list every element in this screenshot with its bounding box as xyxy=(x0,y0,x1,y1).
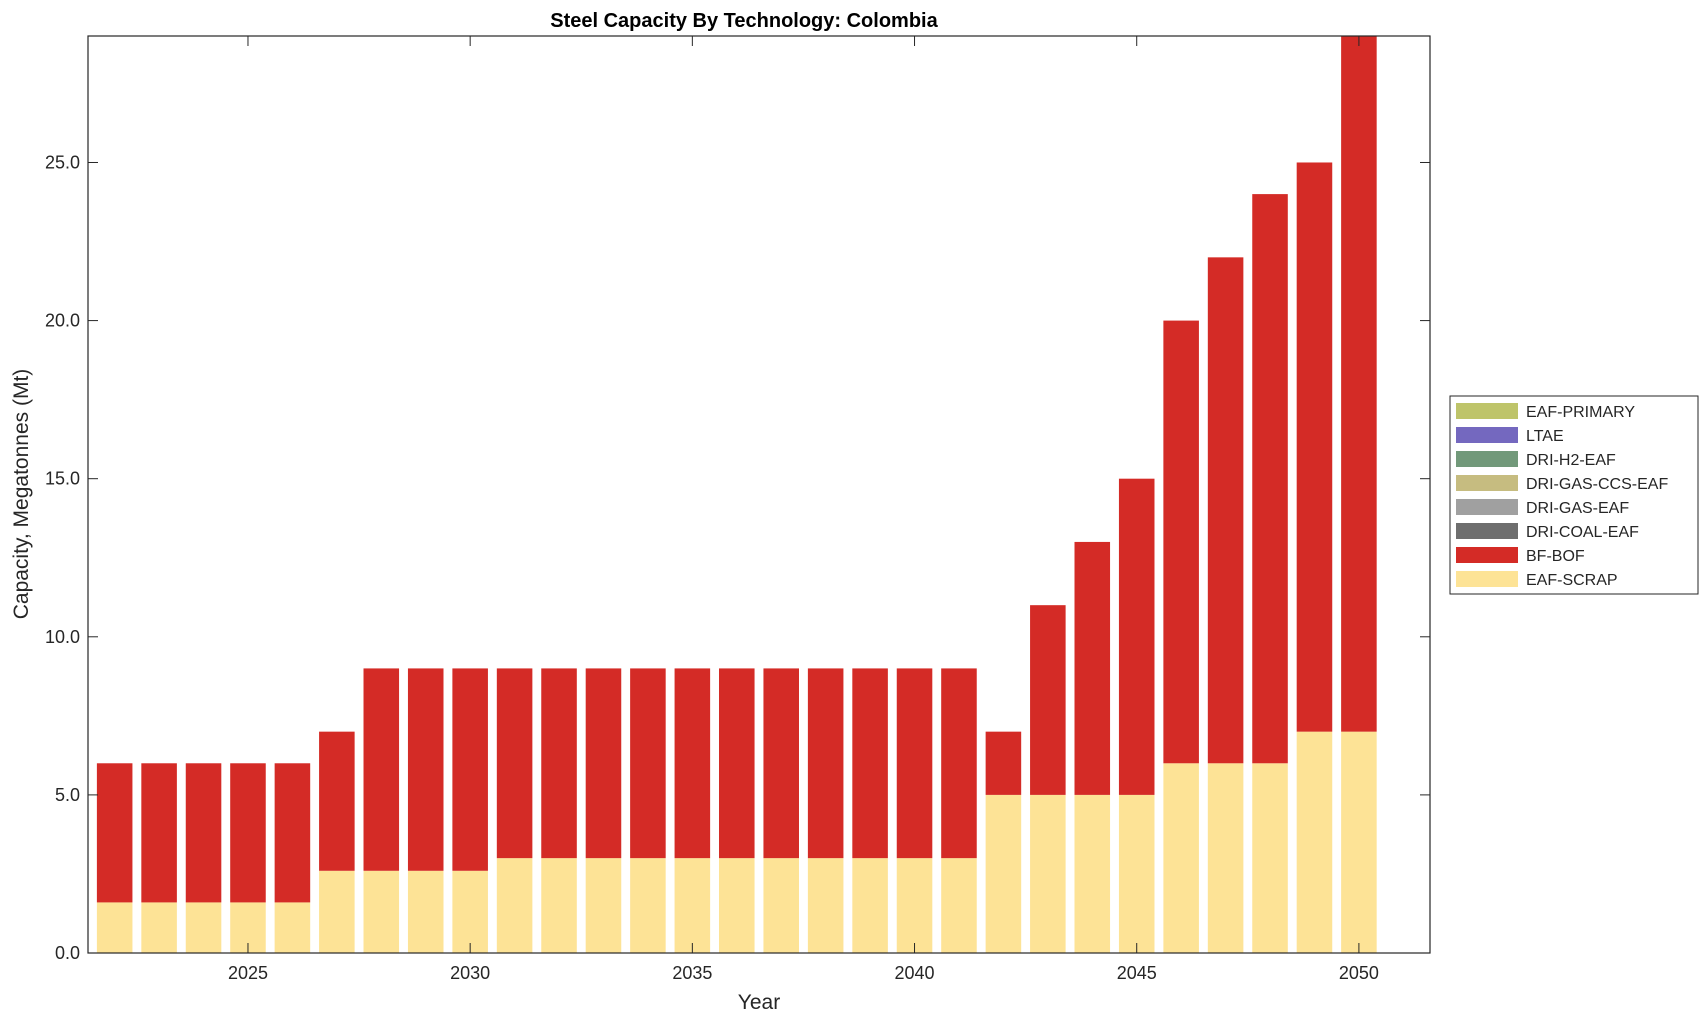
y-tick-label-25: 25.0 xyxy=(45,152,80,172)
y-tick-label-5: 5.0 xyxy=(55,785,80,805)
bar-eaf-scrap-2046 xyxy=(1163,763,1199,953)
legend-label-eaf-primary: EAF-PRIMARY xyxy=(1526,404,1635,421)
bar-bf-bof-2037 xyxy=(763,668,799,859)
bar-eaf-scrap-2045 xyxy=(1118,794,1155,953)
y-tick-label-0: 0.0 xyxy=(55,943,80,963)
legend: EAF-PRIMARY LTAE DRI-H2-EAF DRI-GAS-CCS-EAF… xyxy=(1449,395,1699,595)
legend-swatch-dri-gas-ccs-eaf xyxy=(1456,475,1518,491)
bar-eaf-scrap-2027 xyxy=(319,870,355,953)
legend-swatch-eaf-primary xyxy=(1456,403,1518,419)
bar-bf-bof-2049 xyxy=(1296,162,1333,732)
bar-bf-bof-2031 xyxy=(496,668,533,859)
bars-layer xyxy=(96,36,1377,953)
x-axis-label: Year xyxy=(738,991,780,1014)
bar-eaf-scrap-2023 xyxy=(141,902,177,953)
legend-swatch-ltae xyxy=(1456,427,1518,443)
bar-eaf-scrap-2034 xyxy=(630,858,666,953)
bar-bf-bof-2039 xyxy=(852,668,888,859)
bar-bf-bof-2040 xyxy=(896,668,933,859)
legend-swatch-dri-gas-eaf xyxy=(1456,499,1518,515)
y-tick-label-15: 15.0 xyxy=(45,469,80,489)
x-tick-label-2030: 2030 xyxy=(450,963,490,983)
bar-bf-bof-2048 xyxy=(1252,194,1288,764)
legend-swatch-dri-coal-eaf xyxy=(1456,523,1518,539)
legend-label-ltae: LTAE xyxy=(1526,428,1564,445)
bar-eaf-scrap-2024 xyxy=(185,902,222,953)
bar-bf-bof-2024 xyxy=(185,763,222,903)
bar-bf-bof-2043 xyxy=(1030,605,1066,795)
legend-label-dri-coal-eaf: DRI-COAL-EAF xyxy=(1526,524,1639,541)
bar-eaf-scrap-2032 xyxy=(541,858,577,953)
legend-label-dri-gas-eaf: DRI-GAS-EAF xyxy=(1526,500,1629,517)
x-tick-label-2035: 2035 xyxy=(672,963,712,983)
bar-bf-bof-2047 xyxy=(1207,257,1244,764)
bar-eaf-scrap-2048 xyxy=(1252,763,1288,953)
bar-bf-bof-2035 xyxy=(674,668,711,859)
bar-bf-bof-2034 xyxy=(630,668,666,859)
x-tick-label-2045: 2045 xyxy=(1117,963,1157,983)
y-tick-label-10: 10.0 xyxy=(45,627,80,647)
axis-ticks: 2025 2030 2035 2040 2045 2050 0.0 5.0 10.0 15.0 20… xyxy=(45,36,1430,983)
y-axis-label: Capacity, Megatonnes (Mt) xyxy=(10,369,33,620)
bar-bf-bof-2030 xyxy=(452,668,488,871)
bar-eaf-scrap-2038 xyxy=(807,858,844,953)
bar-bf-bof-2029 xyxy=(407,668,444,871)
x-tick-label-2025: 2025 xyxy=(228,963,268,983)
bar-eaf-scrap-2040 xyxy=(896,858,933,953)
bar-eaf-scrap-2043 xyxy=(1030,794,1066,953)
legend-swatch-dri-h2-eaf xyxy=(1456,451,1518,467)
bar-bf-bof-2027 xyxy=(319,731,355,871)
bar-eaf-scrap-2041 xyxy=(941,858,977,953)
y-tick-label-20: 20.0 xyxy=(45,311,80,331)
legend-label-dri-h2-eaf: DRI-H2-EAF xyxy=(1526,452,1616,469)
bar-eaf-scrap-2036 xyxy=(719,858,755,953)
x-tick-label-2050: 2050 xyxy=(1339,963,1379,983)
bar-eaf-scrap-2030 xyxy=(452,870,488,953)
bar-eaf-scrap-2050 xyxy=(1341,731,1377,953)
bar-bf-bof-2045 xyxy=(1118,478,1155,795)
bar-bf-bof-2033 xyxy=(585,668,622,859)
bar-bf-bof-2038 xyxy=(807,668,844,859)
bar-bf-bof-2023 xyxy=(141,763,177,903)
legend-swatch-eaf-scrap xyxy=(1456,571,1518,587)
legend-label-bf-bof: BF-BOF xyxy=(1526,548,1585,565)
bar-eaf-scrap-2044 xyxy=(1074,794,1111,953)
bar-bf-bof-2041 xyxy=(941,668,977,859)
chart-title: Steel Capacity By Technology: Colombia xyxy=(550,10,938,32)
bar-eaf-scrap-2042 xyxy=(985,794,1022,953)
bar-bf-bof-2032 xyxy=(541,668,577,859)
legend-label-dri-gas-ccs-eaf: DRI-GAS-CCS-EAF xyxy=(1526,476,1668,493)
x-tick-label-2040: 2040 xyxy=(895,963,935,983)
bar-bf-bof-2025 xyxy=(230,763,266,903)
bar-bf-bof-2028 xyxy=(363,668,400,871)
bar-eaf-scrap-2031 xyxy=(496,858,533,953)
bar-bf-bof-2026 xyxy=(274,763,311,903)
bar-bf-bof-2042 xyxy=(985,731,1022,795)
bar-eaf-scrap-2039 xyxy=(852,858,888,953)
bar-bf-bof-2022 xyxy=(96,763,133,903)
legend-swatch-bf-bof xyxy=(1456,547,1518,563)
bar-eaf-scrap-2047 xyxy=(1207,763,1244,953)
plot-area-frame xyxy=(87,35,1431,954)
bar-eaf-scrap-2026 xyxy=(274,902,311,953)
bar-eaf-scrap-2035 xyxy=(674,858,711,953)
bar-eaf-scrap-2033 xyxy=(585,858,622,953)
bar-bf-bof-2036 xyxy=(719,668,755,859)
bar-eaf-scrap-2022 xyxy=(96,902,133,953)
bar-eaf-scrap-2028 xyxy=(363,870,400,953)
bar-eaf-scrap-2029 xyxy=(407,870,444,953)
bar-eaf-scrap-2049 xyxy=(1296,731,1333,953)
legend-label-eaf-scrap: EAF-SCRAP xyxy=(1526,572,1618,589)
bar-eaf-scrap-2037 xyxy=(763,858,799,953)
bar-bf-bof-2046 xyxy=(1163,320,1199,764)
bar-bf-bof-2044 xyxy=(1074,541,1111,795)
bar-bf-bof-2050 xyxy=(1341,36,1377,732)
